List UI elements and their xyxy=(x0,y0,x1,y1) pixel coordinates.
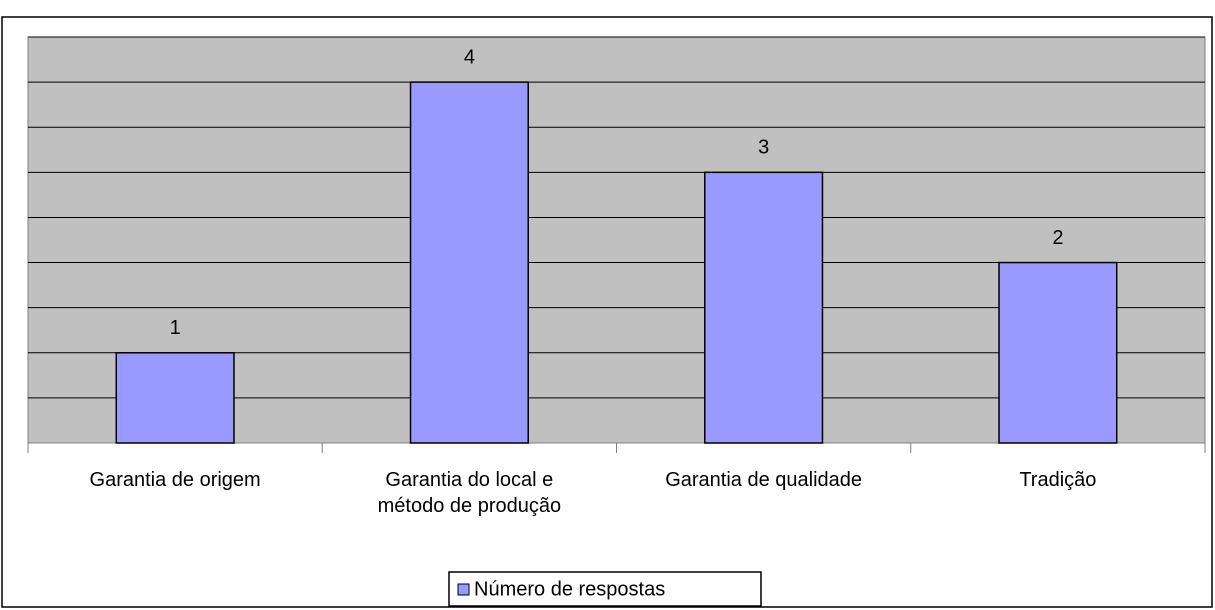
bar xyxy=(998,261,1118,444)
data-label: 2 xyxy=(1052,227,1063,249)
legend-label: Número de respostas xyxy=(474,578,665,600)
x-tick-label: Garantia de qualidade xyxy=(665,469,863,491)
data-label: 1 xyxy=(170,317,181,339)
x-tick-label-box: Garantia do local e método de produção xyxy=(377,469,562,517)
bar xyxy=(704,171,824,444)
x-tick-label: Tradição xyxy=(1019,469,1097,491)
x-tick-label-box: Garantia de origem xyxy=(89,469,261,491)
x-tick-label-box: Garantia de qualidade xyxy=(665,469,863,491)
legend-swatch xyxy=(457,583,470,596)
x-tick-label: Garantia do local e método de produção xyxy=(377,469,562,517)
data-label: 4 xyxy=(464,46,475,68)
bar xyxy=(115,352,235,444)
data-label: 3 xyxy=(758,137,769,159)
x-tick-label: Garantia de origem xyxy=(89,469,261,491)
bar xyxy=(409,81,529,444)
x-tick-label-box: Tradição xyxy=(1019,469,1097,491)
legend-box xyxy=(448,571,762,607)
